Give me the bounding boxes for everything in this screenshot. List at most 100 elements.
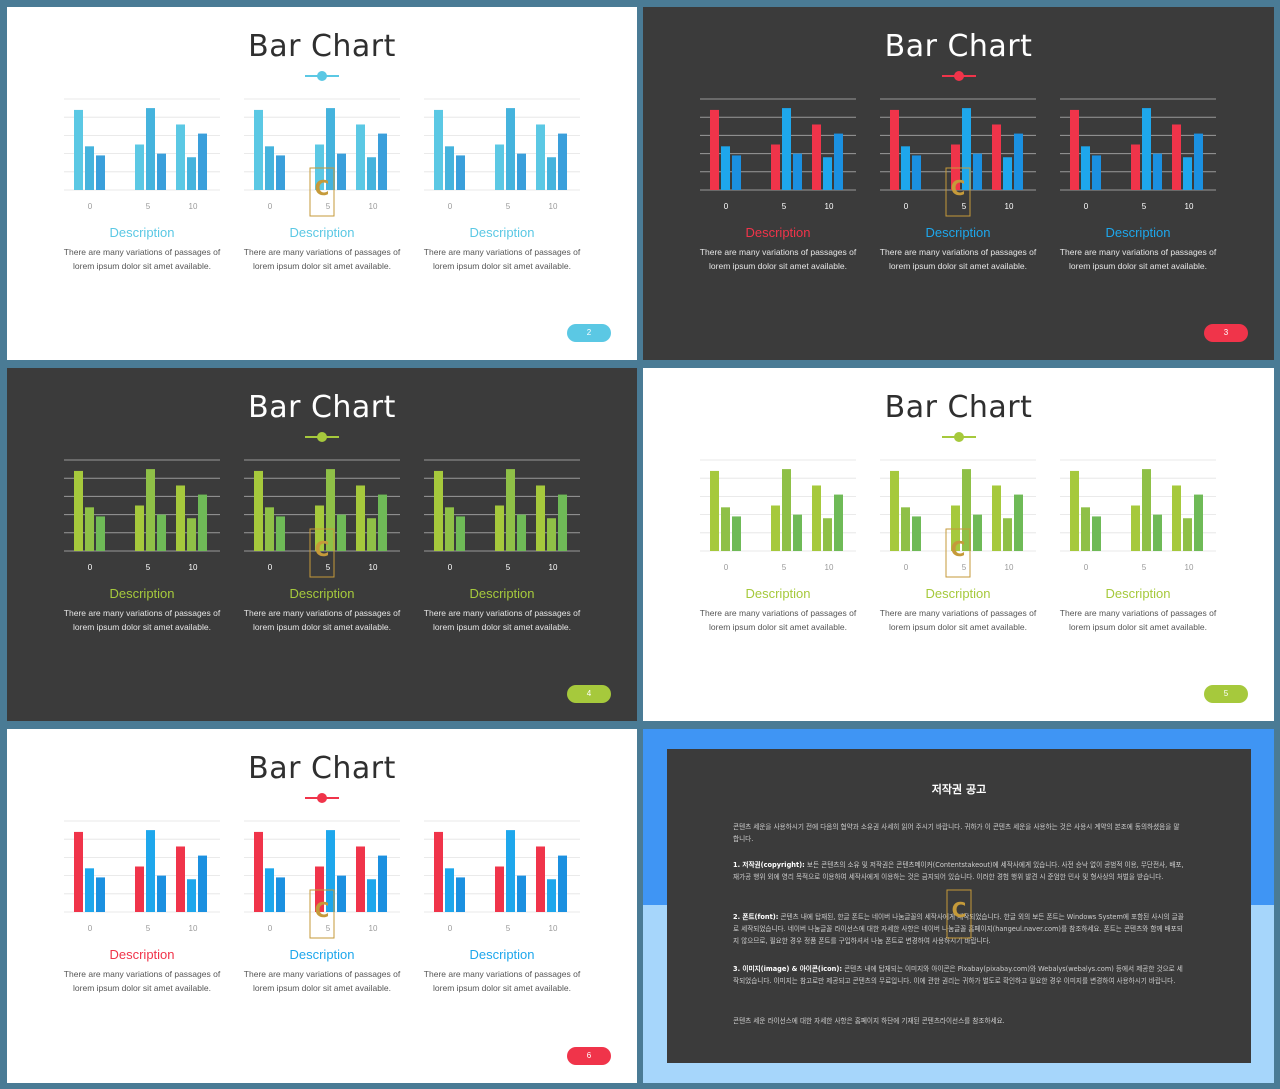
description-text: There are many variations of passages of… bbox=[879, 608, 1037, 632]
contents-watermark-icon: C bbox=[309, 167, 335, 217]
bar-chart-1: 0 5 10 bbox=[700, 97, 856, 217]
x-tick-label: 5 bbox=[962, 563, 967, 572]
slide-6[interactable]: Bar Chart 0 5 10 Description There are many v… bbox=[7, 729, 637, 1083]
page-number-badge: 3 bbox=[1204, 324, 1248, 342]
description-text: There are many variations of passages of… bbox=[243, 969, 401, 993]
bar bbox=[793, 153, 802, 190]
bar bbox=[495, 866, 504, 912]
description-title: Description bbox=[1105, 586, 1171, 601]
description-title: Description bbox=[925, 586, 991, 601]
description-text: There are many variations of passages of… bbox=[423, 247, 581, 271]
title-divider-icon bbox=[941, 71, 976, 81]
description-block: Description There are many variations of … bbox=[237, 586, 407, 634]
description-text: There are many variations of passages of… bbox=[243, 247, 401, 271]
bar bbox=[506, 469, 515, 551]
bar bbox=[951, 505, 960, 551]
copyright-paragraph-1: 콘텐츠 세운을 사용하시기 전에 다음의 협약과 소유권 사세히 읽어 주시기 … bbox=[733, 823, 1180, 843]
x-tick-label: 5 bbox=[326, 563, 331, 572]
bar bbox=[265, 868, 274, 912]
x-tick-label: 10 bbox=[369, 202, 378, 211]
bar bbox=[823, 157, 832, 190]
x-tick-label: 5 bbox=[1142, 563, 1147, 572]
bar bbox=[1131, 144, 1140, 190]
bar bbox=[1081, 507, 1090, 551]
bar bbox=[1172, 124, 1181, 190]
bar bbox=[356, 846, 365, 912]
bar bbox=[276, 516, 285, 551]
slide-title: Bar Chart bbox=[884, 29, 1033, 64]
copyright-text-image: 콘텐츠 내에 탑재되는 이미지와 아이콘은 Pixabay(pixabay.co… bbox=[733, 965, 1183, 985]
bar-chart-3: 0 5 10 bbox=[424, 819, 580, 939]
copyright-paragraph-2: 1. 저작권(copyright): 보든 콘텐츠의 소유 및 저작권은 콘텐츠… bbox=[733, 859, 1185, 883]
description-text: There are many variations of passages of… bbox=[1059, 247, 1217, 271]
bar-chart-3: 0 5 10 bbox=[424, 97, 580, 217]
description-block: Description There are many variations of … bbox=[693, 586, 863, 634]
description-title: Description bbox=[1105, 225, 1171, 240]
bar bbox=[901, 146, 910, 190]
copyright-paragraph-5: 콘텐츠 세운 라이선스에 대한 자세한 사항은 홈페이지 하단에 기재된 콘텐츠… bbox=[733, 1017, 1005, 1025]
copyright-slide[interactable]: 저작권 공고 콘텐츠 세운을 사용하시기 전에 다음의 협약과 소유권 사세히 … bbox=[643, 729, 1274, 1083]
bar-chart-1: 0 5 10 bbox=[64, 458, 220, 578]
description-block: Description There are many variations of … bbox=[417, 225, 587, 273]
x-tick-label: 10 bbox=[189, 924, 198, 933]
description-block: Description There are many variations of … bbox=[57, 947, 227, 995]
x-tick-label: 10 bbox=[1185, 202, 1194, 211]
page-number-badge: 6 bbox=[567, 1047, 611, 1065]
bar-chart-3: 0 5 10 bbox=[1060, 97, 1216, 217]
bar bbox=[326, 830, 335, 912]
x-tick-label: 5 bbox=[506, 563, 511, 572]
slide-2[interactable]: Bar Chart 0 5 10 Description There are many v… bbox=[7, 7, 637, 360]
copyright-label-image: 3. 이미지(image) & 아이콘(icon): bbox=[733, 965, 842, 973]
bar bbox=[1003, 518, 1012, 551]
slide-4[interactable]: Bar Chart 0 5 10 Description There are many v… bbox=[7, 368, 637, 721]
bar bbox=[547, 518, 556, 551]
title-divider-icon bbox=[305, 71, 339, 81]
x-tick-label: 5 bbox=[782, 563, 787, 572]
bar bbox=[517, 875, 526, 912]
bar bbox=[135, 866, 144, 912]
slide-3[interactable]: Bar Chart 0 5 10 Description There are many v… bbox=[643, 7, 1274, 360]
description-block: Description There are many variations of … bbox=[417, 947, 587, 995]
bar bbox=[378, 133, 387, 190]
bar bbox=[445, 868, 454, 912]
bar bbox=[812, 124, 821, 190]
bar-chart-1: 0 5 10 bbox=[64, 97, 220, 217]
bar bbox=[890, 470, 899, 551]
bar bbox=[1153, 153, 1162, 190]
description-text: There are many variations of passages of… bbox=[63, 969, 221, 993]
description-title: Description bbox=[289, 225, 355, 240]
bar bbox=[732, 155, 741, 190]
bar bbox=[732, 516, 741, 551]
bar bbox=[85, 868, 94, 912]
svg-text:C: C bbox=[315, 898, 330, 922]
description-title: Description bbox=[469, 225, 535, 240]
bar bbox=[890, 109, 899, 190]
bar-chart-2: 0 5 10 bbox=[244, 819, 400, 939]
x-tick-label: 10 bbox=[825, 202, 834, 211]
bar bbox=[547, 157, 556, 190]
bar-chart-1: 0 5 10 bbox=[64, 819, 220, 939]
bar bbox=[254, 470, 263, 551]
x-tick-label: 5 bbox=[782, 202, 787, 211]
copyright-text-copyright: 보든 콘텐츠의 소유 및 저작권은 콘텐츠메이커(Contentstakeout… bbox=[733, 861, 1184, 881]
contents-watermark-icon: C bbox=[309, 528, 335, 578]
bar bbox=[326, 469, 335, 551]
bar-chart-2: 0 5 10 bbox=[244, 458, 400, 578]
bar bbox=[771, 144, 780, 190]
bar bbox=[547, 879, 556, 912]
bar bbox=[74, 831, 83, 912]
description-title: Description bbox=[469, 586, 535, 601]
bar bbox=[434, 109, 443, 190]
bar bbox=[1131, 505, 1140, 551]
slide-5[interactable]: Bar Chart 0 5 10 Description There are many v… bbox=[643, 368, 1274, 721]
x-tick-label: 0 bbox=[268, 202, 273, 211]
description-block: Description There are many variations of … bbox=[873, 586, 1043, 634]
x-tick-label: 0 bbox=[268, 563, 273, 572]
x-tick-label: 0 bbox=[268, 924, 273, 933]
svg-text:C: C bbox=[315, 537, 330, 561]
bar bbox=[157, 514, 166, 551]
bar bbox=[558, 855, 567, 912]
bar bbox=[558, 133, 567, 190]
description-block: Description There are many variations of … bbox=[417, 586, 587, 634]
bar bbox=[434, 470, 443, 551]
